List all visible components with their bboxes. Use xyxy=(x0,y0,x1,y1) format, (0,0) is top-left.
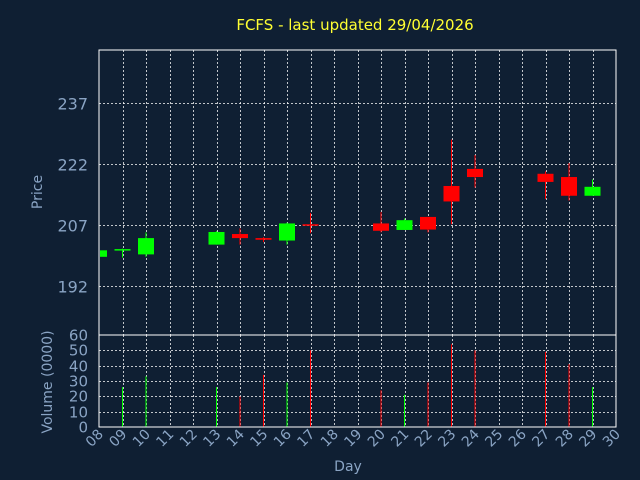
candle-body-down xyxy=(255,238,272,240)
candle-body-down xyxy=(467,168,483,178)
candle-body-up xyxy=(279,223,295,241)
candle-body-up xyxy=(138,238,154,255)
candle-body-up xyxy=(114,249,131,251)
volume-tick-label: 0 xyxy=(78,419,88,437)
volume-tick-label: 50 xyxy=(69,342,88,360)
price-tick-label: 207 xyxy=(57,217,88,236)
candle-body-down xyxy=(373,223,389,231)
candle-body-down xyxy=(443,185,460,202)
volume-bars xyxy=(122,344,593,427)
candle-body-up xyxy=(100,250,107,257)
volume-tick-label: 20 xyxy=(69,388,88,406)
volume-tick-label: 10 xyxy=(69,404,88,422)
volume-panel-frame xyxy=(98,334,617,428)
chart-title: FCFS - last updated 29/04/2026 xyxy=(236,16,473,34)
candle-body-down xyxy=(420,216,436,230)
price-tick-labels: 192 207 222 237 xyxy=(57,95,88,297)
price-candles xyxy=(98,139,601,258)
candle-body-down xyxy=(537,173,554,182)
volume-tick-label: 30 xyxy=(69,373,88,391)
volume-tick-label: 40 xyxy=(69,358,88,376)
candle-body-down xyxy=(561,177,577,196)
candle-body-up xyxy=(208,231,225,245)
candle-body-down xyxy=(302,224,319,226)
candle-body-down xyxy=(232,234,248,239)
price-grid xyxy=(99,50,616,335)
price-tick-label: 192 xyxy=(57,278,88,297)
price-tick-label: 222 xyxy=(57,156,88,175)
price-tick-label: 237 xyxy=(57,95,88,114)
volume-axis-label: Volume (0000) xyxy=(40,330,56,433)
candle-body-up xyxy=(396,220,413,230)
price-axis-label: Price xyxy=(30,175,46,209)
x-axis-label: Day xyxy=(334,459,362,475)
volume-tick-label: 60 xyxy=(69,327,88,345)
x-tick-labels: 08 09 10 11 12 13 14 15 16 17 18 19 20 21 22 23 24 25 26 27… xyxy=(83,426,624,450)
candle-body-up xyxy=(584,186,601,196)
